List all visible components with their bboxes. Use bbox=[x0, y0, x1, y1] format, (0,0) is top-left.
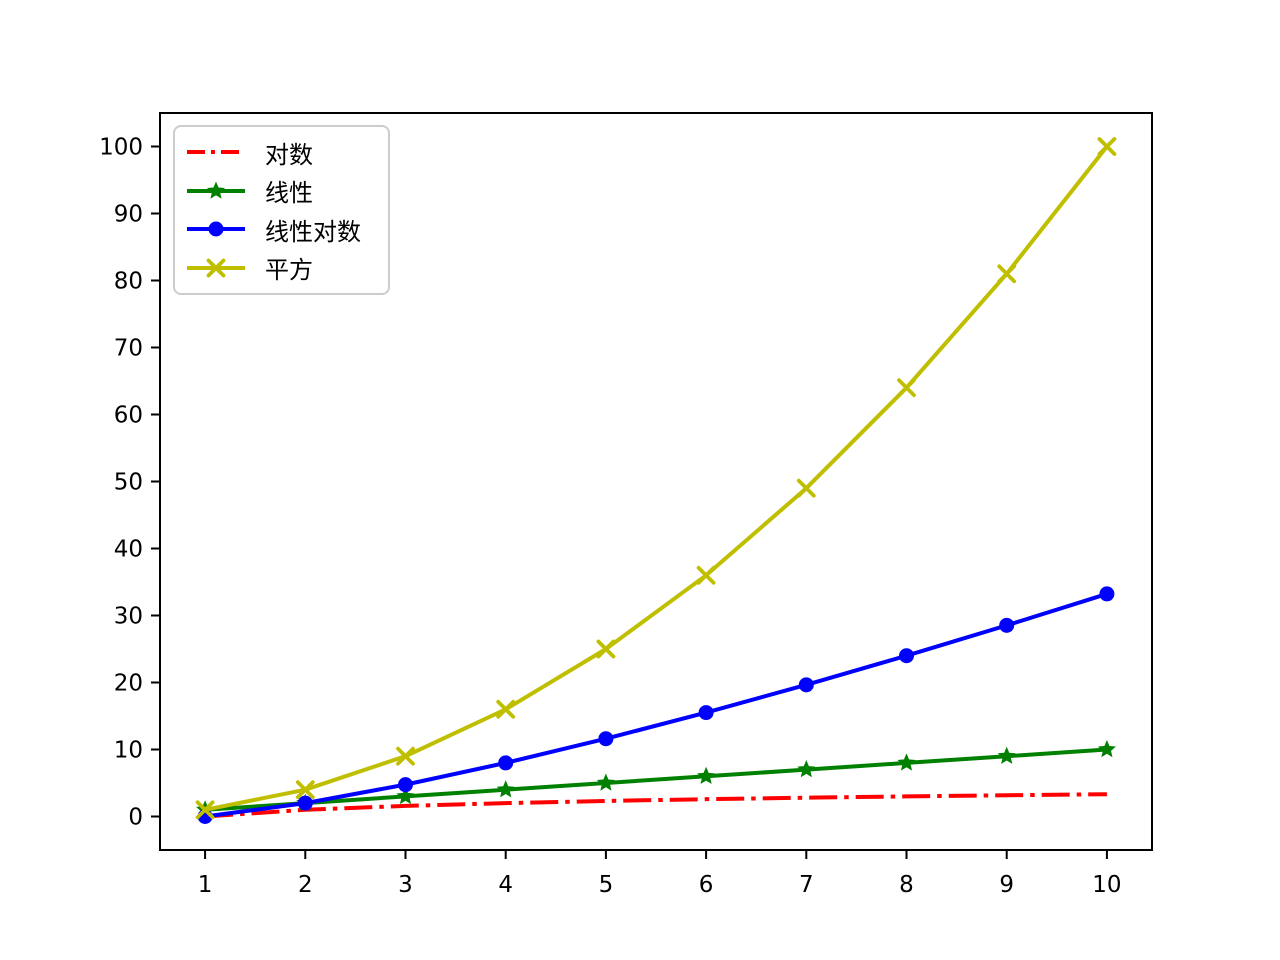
x-tick-label: 5 bbox=[599, 872, 614, 898]
series-line-square bbox=[204, 145, 1109, 812]
series-marker-square bbox=[997, 264, 1017, 284]
series-line-linearithmic bbox=[204, 592, 1108, 819]
y-tick-label: 50 bbox=[114, 470, 143, 496]
x-tick-label: 3 bbox=[398, 872, 413, 898]
series-marker-linearithmic bbox=[798, 677, 814, 693]
series-marker-square bbox=[796, 478, 816, 498]
legend-label-linearithmic: 线性对数 bbox=[265, 217, 361, 246]
legend-item-log: 对数 bbox=[185, 133, 376, 172]
series-marker-square bbox=[596, 639, 616, 659]
y-tick-label: 100 bbox=[99, 135, 143, 161]
series-marker-square bbox=[696, 565, 716, 585]
legend: 对数 线性 线性对数 平方 bbox=[173, 125, 390, 295]
y-tick-label: 20 bbox=[114, 671, 143, 697]
series-marker-linear bbox=[596, 773, 615, 791]
y-tick-label: 10 bbox=[114, 738, 143, 764]
legend-label-log: 对数 bbox=[265, 140, 313, 169]
legend-sample-linear-line bbox=[187, 181, 245, 199]
series-marker-square bbox=[195, 800, 215, 820]
series-marker-linearithmic bbox=[698, 705, 714, 721]
y-tick-label: 60 bbox=[114, 403, 143, 429]
series-marker-linear bbox=[697, 766, 716, 784]
series-line-linear bbox=[204, 747, 1108, 812]
x-tick-label: 8 bbox=[899, 872, 914, 898]
y-tick-label: 0 bbox=[128, 805, 143, 831]
y-tick-label: 80 bbox=[114, 269, 143, 295]
series-marker-linearithmic bbox=[498, 755, 514, 771]
x-tick-label: 1 bbox=[198, 872, 213, 898]
legend-label-linear: 线性 bbox=[265, 179, 313, 208]
series-marker-linear bbox=[496, 780, 515, 798]
legend-item-square: 平方 bbox=[185, 249, 376, 288]
x-tick-label: 2 bbox=[298, 872, 313, 898]
series-marker-square bbox=[897, 378, 916, 398]
y-tick-label: 70 bbox=[114, 336, 143, 362]
series-marker-linearithmic bbox=[1099, 586, 1115, 602]
series-marker-linear bbox=[897, 753, 916, 771]
series-marker-square bbox=[295, 780, 315, 800]
legend-label-square: 平方 bbox=[265, 256, 313, 285]
legend-sample-square-line bbox=[187, 258, 245, 278]
legend-sample-marker-linear bbox=[206, 181, 226, 199]
series-marker-linearithmic bbox=[598, 731, 614, 747]
series-line-log bbox=[204, 792, 1107, 819]
series-marker-square bbox=[496, 699, 516, 719]
series-marker-linear bbox=[997, 746, 1016, 764]
y-tick-label: 90 bbox=[114, 202, 143, 228]
x-tick-label: 9 bbox=[999, 872, 1014, 898]
legend-sample-marker-linearithmic bbox=[208, 221, 224, 237]
legend-sample-linearithmic-line bbox=[187, 221, 245, 237]
series-marker-linearithmic bbox=[999, 617, 1015, 633]
y-tick-label: 30 bbox=[114, 604, 143, 630]
series-marker-linearithmic bbox=[397, 777, 413, 793]
legend-sample-log-line bbox=[187, 150, 245, 155]
series-marker-linear bbox=[797, 760, 816, 778]
x-tick-label: 4 bbox=[498, 872, 513, 898]
series-marker-square bbox=[1097, 137, 1117, 156]
x-tick-label: 6 bbox=[699, 872, 714, 898]
legend-sample-marker-square bbox=[206, 258, 226, 278]
series-marker-linearithmic bbox=[297, 795, 313, 811]
legend-item-linear: 线性 bbox=[185, 172, 376, 211]
legend-item-linearithmic: 线性对数 bbox=[185, 210, 376, 249]
series-marker-linearithmic bbox=[899, 648, 915, 664]
series-marker-square bbox=[396, 746, 415, 766]
y-tick-label: 40 bbox=[114, 537, 143, 563]
series-marker-linear bbox=[1097, 740, 1116, 758]
x-tick-label: 7 bbox=[799, 872, 814, 898]
series-marker-linear bbox=[396, 786, 415, 805]
x-tick-label: 10 bbox=[1092, 872, 1121, 898]
